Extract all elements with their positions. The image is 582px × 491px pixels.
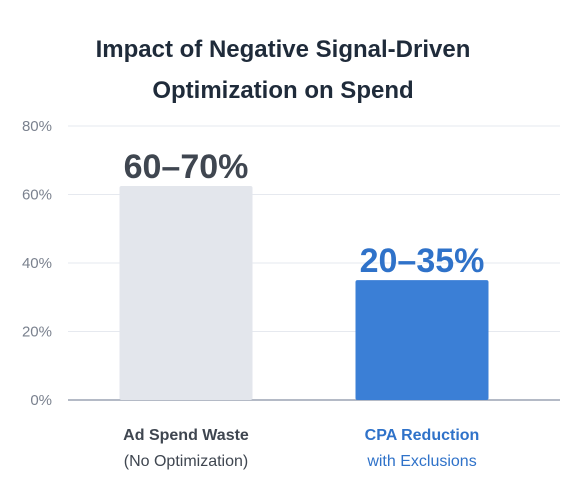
category-sublabel-2: with Exclusions: [366, 453, 476, 470]
chart-title-line-1: Impact of Negative Signal-Driven: [96, 36, 471, 63]
y-tick-label: 20%: [22, 324, 52, 341]
value-label-1: 60–70%: [124, 148, 249, 186]
bar-2: [355, 280, 489, 400]
category-sublabel-1: (No Optimization): [124, 453, 248, 470]
y-tick-label: 0%: [30, 392, 52, 409]
value-label-2: 20–35%: [360, 242, 485, 280]
category-label-1: Ad Spend Waste: [123, 427, 249, 444]
y-tick-label: 80%: [22, 118, 52, 135]
y-tick-label: 60%: [22, 187, 52, 204]
bar-1: [119, 185, 253, 400]
y-tick-label: 40%: [22, 255, 52, 272]
chart-title-line-2: Optimization on Spend: [152, 77, 413, 104]
plot-area: 0% 20% 40% 60% 80% 60–70% 20–35%: [22, 118, 560, 409]
category-label-2: CPA Reduction: [365, 427, 480, 444]
